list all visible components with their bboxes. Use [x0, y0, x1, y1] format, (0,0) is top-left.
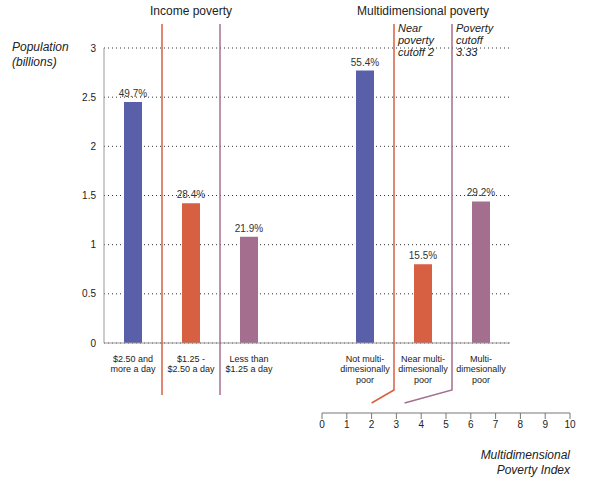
svg-text:1.5: 1.5 [82, 190, 96, 201]
svg-text:0: 0 [319, 419, 325, 430]
svg-text:10: 10 [564, 419, 576, 430]
svg-text:29.2%: 29.2% [467, 187, 495, 198]
svg-text:Not multi-dimesionallypoor: Not multi-dimesionallypoor [340, 354, 390, 385]
svg-text:9: 9 [542, 419, 548, 430]
html-text:Poverty cutoff 3.33: Poverty cutoff 3.33 [456, 22, 494, 58]
svg-text:8: 8 [518, 419, 524, 430]
svg-text:7: 7 [493, 419, 499, 430]
svg-text:3: 3 [394, 419, 400, 430]
svg-text:1: 1 [90, 239, 96, 250]
svg-text:55.4%: 55.4% [351, 57, 379, 68]
svg-text:21.9%: 21.9% [235, 223, 263, 234]
svg-text:2: 2 [369, 419, 375, 430]
svg-text:6: 6 [468, 419, 474, 430]
svg-text:0: 0 [90, 338, 96, 349]
svg-text:15.5%: 15.5% [409, 250, 437, 261]
html-text:Multidimensional poverty: Multidimensional poverty [357, 4, 489, 18]
svg-text:1: 1 [344, 419, 350, 430]
svg-text:Near multi-dimesionallypoor: Near multi-dimesionallypoor [398, 354, 448, 385]
svg-text:$1.25 -$2.50 a day: $1.25 -$2.50 a day [167, 354, 215, 374]
svg-text:Multi-dimesionallypoor: Multi-dimesionallypoor [456, 354, 506, 385]
svg-text:2.5: 2.5 [82, 92, 96, 103]
svg-text:2: 2 [90, 141, 96, 152]
html-text:Near poverty cutoff 2: Near poverty cutoff 2 [398, 22, 435, 58]
svg-text:28.4%: 28.4% [177, 189, 205, 200]
svg-text:Less than$1.25 a day: Less than$1.25 a day [225, 354, 273, 374]
svg-text:3: 3 [90, 43, 96, 54]
svg-text:49.7%: 49.7% [119, 88, 147, 99]
svg-text:$2.50 andmore a day: $2.50 andmore a day [110, 354, 156, 374]
html-text:Population (billions): Population (billions) [12, 40, 69, 69]
svg-text:0.5: 0.5 [82, 288, 96, 299]
svg-text:4: 4 [418, 419, 424, 430]
svg-text:5: 5 [443, 419, 449, 430]
html-text:Multidimensional Poverty Index: Multidimensional Poverty Index [480, 448, 570, 477]
html-text:Income poverty: Income poverty [150, 4, 232, 18]
